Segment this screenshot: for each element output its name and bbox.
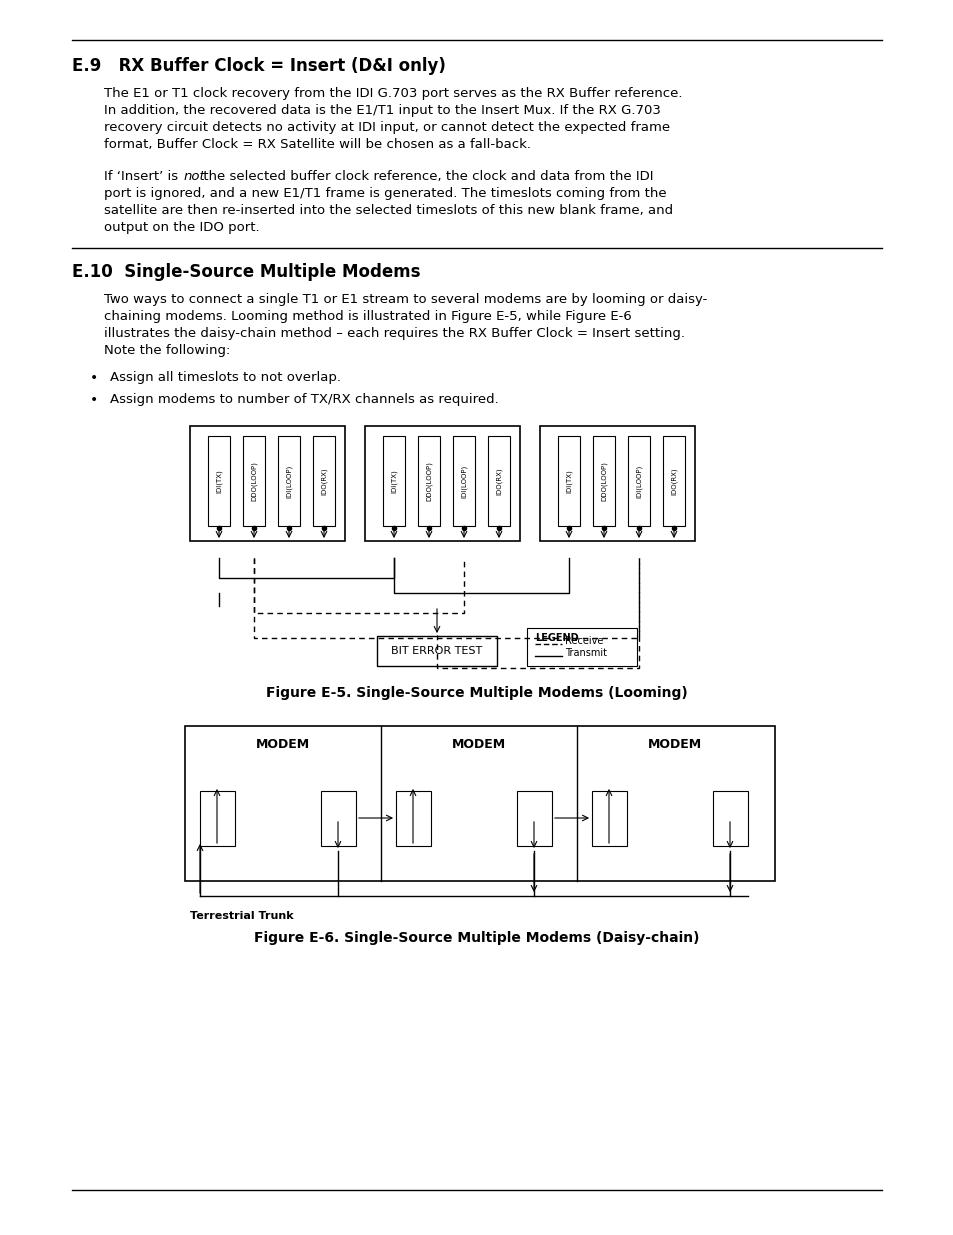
Text: Assign modems to number of TX/RX channels as required.: Assign modems to number of TX/RX channel… xyxy=(110,393,498,406)
Bar xyxy=(517,790,552,846)
Text: satellite are then re-inserted into the selected timeslots of this new blank fra: satellite are then re-inserted into the … xyxy=(104,204,673,217)
Bar xyxy=(365,426,519,541)
Text: Figure E-6. Single-Source Multiple Modems (Daisy-chain): Figure E-6. Single-Source Multiple Modem… xyxy=(254,931,699,945)
Bar xyxy=(208,436,230,526)
Text: MODEM: MODEM xyxy=(452,739,505,751)
Text: port is ignored, and a new E1/T1 frame is generated. The timeslots coming from t: port is ignored, and a new E1/T1 frame i… xyxy=(104,186,666,200)
Bar xyxy=(200,790,234,846)
Text: The E1 or T1 clock recovery from the IDI G.703 port serves as the RX Buffer refe: The E1 or T1 clock recovery from the IDI… xyxy=(104,86,681,100)
Text: IDI(TX): IDI(TX) xyxy=(391,469,396,493)
Text: MODEM: MODEM xyxy=(255,739,310,751)
Text: IDO(RX): IDO(RX) xyxy=(496,467,501,495)
Text: BIT ERROR TEST: BIT ERROR TEST xyxy=(391,646,482,656)
Bar xyxy=(376,636,497,666)
Text: the selected buffer clock reference, the clock and data from the IDI: the selected buffer clock reference, the… xyxy=(199,170,653,183)
Text: IDO(RX): IDO(RX) xyxy=(670,467,677,495)
Bar xyxy=(417,436,439,526)
Text: LEGEND: LEGEND xyxy=(535,634,578,643)
Bar xyxy=(277,436,299,526)
Text: Receive: Receive xyxy=(564,636,602,646)
Bar xyxy=(243,436,265,526)
Bar xyxy=(313,436,335,526)
Text: If ‘Insert’ is: If ‘Insert’ is xyxy=(104,170,182,183)
Text: In addition, the recovered data is the E1/T1 input to the Insert Mux. If the RX : In addition, the recovered data is the E… xyxy=(104,104,660,117)
Bar xyxy=(627,436,649,526)
Bar xyxy=(185,726,774,881)
Bar xyxy=(593,436,615,526)
Text: IDI(LOOP): IDI(LOOP) xyxy=(286,464,292,498)
Text: DDO(LOOP): DDO(LOOP) xyxy=(425,461,432,501)
Text: DDO(LOOP): DDO(LOOP) xyxy=(600,461,607,501)
Text: IDO(RX): IDO(RX) xyxy=(320,467,327,495)
Bar xyxy=(592,790,626,846)
Text: IDI(LOOP): IDI(LOOP) xyxy=(635,464,641,498)
Text: output on the IDO port.: output on the IDO port. xyxy=(104,221,259,233)
Text: Two ways to connect a single T1 or E1 stream to several modems are by looming or: Two ways to connect a single T1 or E1 st… xyxy=(104,293,706,306)
Text: MODEM: MODEM xyxy=(647,739,701,751)
Bar xyxy=(395,790,431,846)
Text: •: • xyxy=(90,393,98,408)
Bar xyxy=(453,436,475,526)
Bar xyxy=(320,790,355,846)
Text: DDO(LOOP): DDO(LOOP) xyxy=(251,461,257,501)
Text: Figure E-5. Single-Source Multiple Modems (Looming): Figure E-5. Single-Source Multiple Modem… xyxy=(266,685,687,700)
Bar xyxy=(539,426,695,541)
Bar xyxy=(558,436,579,526)
Text: Transmit: Transmit xyxy=(564,648,606,658)
Text: E.10  Single-Source Multiple Modems: E.10 Single-Source Multiple Modems xyxy=(71,263,420,282)
Text: illustrates the daisy-chain method – each requires the RX Buffer Clock = Insert : illustrates the daisy-chain method – eac… xyxy=(104,327,684,340)
Text: chaining modems. Looming method is illustrated in Figure E-5, while Figure E-6: chaining modems. Looming method is illus… xyxy=(104,310,631,324)
Text: IDI(TX): IDI(TX) xyxy=(565,469,572,493)
Bar xyxy=(190,426,345,541)
Bar xyxy=(382,436,405,526)
Text: Terrestrial Trunk: Terrestrial Trunk xyxy=(190,911,294,921)
Text: not: not xyxy=(183,170,205,183)
Text: IDI(TX): IDI(TX) xyxy=(215,469,222,493)
Bar xyxy=(712,790,747,846)
Text: format, Buffer Clock = RX Satellite will be chosen as a fall-back.: format, Buffer Clock = RX Satellite will… xyxy=(104,138,531,151)
Bar xyxy=(488,436,510,526)
Text: Assign all timeslots to not overlap.: Assign all timeslots to not overlap. xyxy=(110,370,340,384)
Bar xyxy=(526,629,637,666)
Text: •: • xyxy=(90,370,98,385)
Text: IDI(LOOP): IDI(LOOP) xyxy=(460,464,467,498)
Bar xyxy=(662,436,684,526)
Text: Note the following:: Note the following: xyxy=(104,345,230,357)
Text: E.9   RX Buffer Clock = Insert (D&I only): E.9 RX Buffer Clock = Insert (D&I only) xyxy=(71,57,445,75)
Text: recovery circuit detects no activity at IDI input, or cannot detect the expected: recovery circuit detects no activity at … xyxy=(104,121,669,135)
